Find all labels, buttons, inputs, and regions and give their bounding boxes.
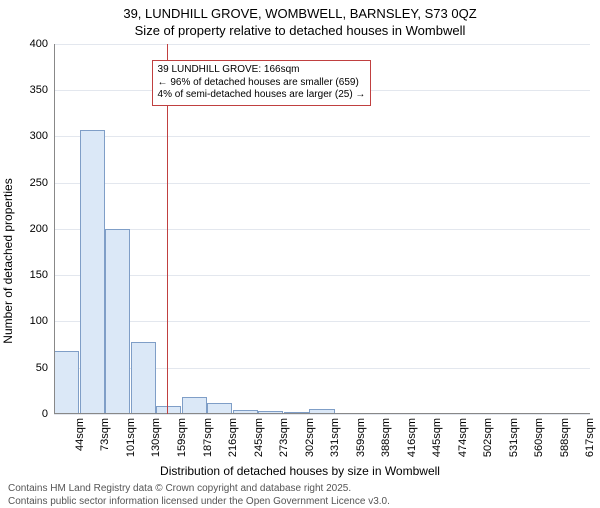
xtick-label: 531sqm: [508, 414, 520, 457]
xtick-label: 273sqm: [278, 414, 290, 457]
ytick-label: 350: [30, 84, 48, 96]
title-line-1: 39, LUNDHILL GROVE, WOMBWELL, BARNSLEY, …: [0, 6, 600, 23]
y-axis-label: Number of detached properties: [1, 178, 15, 343]
xtick-label: 187sqm: [202, 414, 214, 457]
ytick-label: 0: [42, 408, 48, 420]
annotation-line-2: 4% of semi-detached houses are larger (2…: [158, 89, 366, 102]
annotation-line-1: ← 96% of detached houses are smaller (65…: [158, 77, 366, 90]
histogram-plot: 05010015020025030035040044sqm73sqm101sqm…: [54, 44, 590, 414]
histogram-bar: [80, 130, 105, 414]
ytick-label: 200: [30, 223, 48, 235]
gridline: [54, 321, 590, 322]
xtick-label: 502sqm: [482, 414, 494, 457]
gridline: [54, 136, 590, 137]
xtick-label: 588sqm: [559, 414, 571, 457]
x-axis-label: Distribution of detached houses by size …: [0, 464, 600, 478]
gridline: [54, 275, 590, 276]
annotation-box: 39 LUNDHILL GROVE: 166sqm← 96% of detach…: [152, 60, 372, 106]
xtick-label: 388sqm: [380, 414, 392, 457]
ytick-label: 250: [30, 177, 48, 189]
xtick-label: 445sqm: [431, 414, 443, 457]
xtick-label: 560sqm: [533, 414, 545, 457]
ytick-label: 50: [36, 362, 48, 374]
xtick-label: 331sqm: [329, 414, 341, 457]
xtick-label: 73sqm: [99, 414, 111, 451]
histogram-bar: [105, 229, 130, 414]
xtick-label: 101sqm: [125, 414, 137, 457]
gridline: [54, 229, 590, 230]
footer-line-2: Contains public sector information licen…: [8, 495, 592, 508]
attribution-footer: Contains HM Land Registry data © Crown c…: [0, 478, 600, 508]
y-axis-line: [54, 44, 55, 414]
title-line-2: Size of property relative to detached ho…: [0, 23, 600, 40]
xtick-label: 302sqm: [304, 414, 316, 457]
ytick-label: 100: [30, 315, 48, 327]
gridline: [54, 183, 590, 184]
gridline: [54, 44, 590, 45]
footer-line-1: Contains HM Land Registry data © Crown c…: [8, 482, 592, 495]
xtick-label: 245sqm: [253, 414, 265, 457]
xtick-label: 216sqm: [227, 414, 239, 457]
xtick-label: 416sqm: [406, 414, 418, 457]
annotation-header: 39 LUNDHILL GROVE: 166sqm: [158, 64, 366, 77]
histogram-bar: [131, 342, 156, 414]
ytick-label: 400: [30, 38, 48, 50]
xtick-label: 617sqm: [584, 414, 596, 457]
xtick-label: 359sqm: [355, 414, 367, 457]
chart-title: 39, LUNDHILL GROVE, WOMBWELL, BARNSLEY, …: [0, 0, 600, 44]
ytick-label: 300: [30, 130, 48, 142]
xtick-label: 130sqm: [150, 414, 162, 457]
histogram-bar: [182, 397, 207, 414]
histogram-bar: [54, 351, 79, 414]
x-axis-line: [54, 413, 590, 414]
ytick-label: 150: [30, 269, 48, 281]
xtick-label: 159sqm: [176, 414, 188, 457]
xtick-label: 44sqm: [74, 414, 86, 451]
xtick-label: 474sqm: [457, 414, 469, 457]
